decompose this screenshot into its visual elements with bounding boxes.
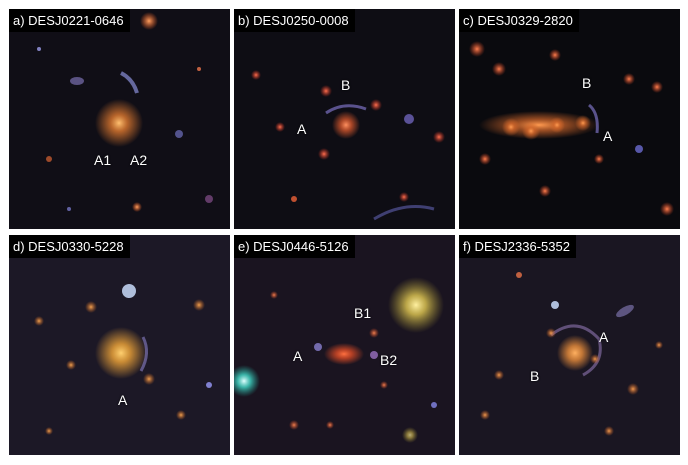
image-label-b1: B1 <box>354 305 372 321</box>
panel-e: e) DESJ0446-5126 B1 A B2 <box>234 235 455 455</box>
image-label-b: B <box>341 77 351 93</box>
image-label-b: B <box>530 368 540 384</box>
panel-b: b) DESJ0250-0008 B A <box>234 9 455 229</box>
image-label-a1: A1 <box>94 152 112 168</box>
image-label-a: A <box>297 121 307 137</box>
image-label-b: B <box>582 75 592 91</box>
panel-d-title: d) DESJ0330-5228 <box>9 235 130 258</box>
image-label-b2: B2 <box>380 352 398 368</box>
panel-f-title: f) DESJ2336-5352 <box>459 235 576 258</box>
image-label-a: A <box>599 329 609 345</box>
panel-c-title: c) DESJ0329-2820 <box>459 9 579 32</box>
lens-image-grid: a) DESJ0221-0646 A1 A2 <box>9 9 680 455</box>
image-label-a: A <box>603 128 613 144</box>
panel-f-image <box>459 235 680 455</box>
panel-f: f) DESJ2336-5352 A B <box>459 235 680 455</box>
panel-a-title: a) DESJ0221-0646 <box>9 9 130 32</box>
panel-a-image <box>9 9 230 229</box>
panel-d: d) DESJ0330-5228 A <box>9 235 230 455</box>
image-label-a: A <box>293 348 303 364</box>
panel-d-image <box>9 235 230 455</box>
panel-b-image <box>234 9 455 229</box>
image-label-a: A <box>118 392 128 408</box>
panel-b-title: b) DESJ0250-0008 <box>234 9 355 32</box>
panel-c-image <box>459 9 680 229</box>
panel-e-image <box>234 235 455 455</box>
panel-a: a) DESJ0221-0646 A1 A2 <box>9 9 230 229</box>
panel-e-title: e) DESJ0446-5126 <box>234 235 355 258</box>
panel-c: c) DESJ0329-2820 B A <box>459 9 680 229</box>
image-label-a2: A2 <box>130 152 148 168</box>
